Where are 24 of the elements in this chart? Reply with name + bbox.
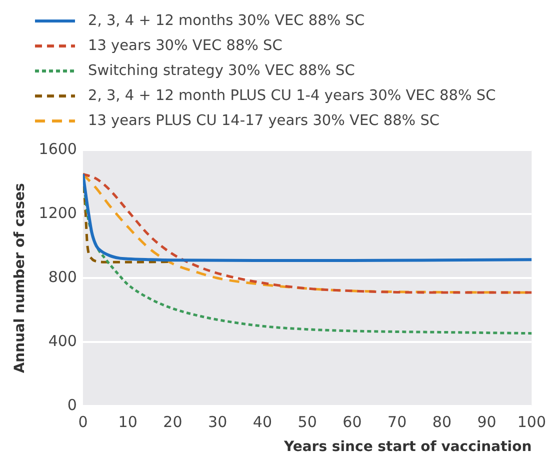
legend-label: 13 years 30% VEC 88% SC xyxy=(88,38,282,54)
line-series xyxy=(82,172,532,262)
x-tick-label: 20 xyxy=(163,413,182,432)
y-axis-title: Annual number of cases xyxy=(12,183,28,374)
x-tick-label: 40 xyxy=(252,413,272,432)
line-series xyxy=(82,172,532,294)
x-tick-label: 10 xyxy=(118,413,138,432)
x-tick-label: 100 xyxy=(517,413,546,432)
y-tick-label: 800 xyxy=(48,268,77,286)
legend-label: 13 years PLUS CU 14-17 years 30% VEC 88% SC xyxy=(88,112,440,128)
x-tick-label: 90 xyxy=(477,413,496,432)
y-tick-label: 0 xyxy=(67,396,77,414)
x-axis-title: Years since start of vaccination xyxy=(283,439,532,456)
y-tick-label: 1600 xyxy=(38,140,77,158)
legend-label: 2, 3, 4 + 12 month PLUS CU 1-4 years 30% VEC 88% SC xyxy=(88,88,496,104)
x-tick-label: 60 xyxy=(342,413,362,432)
y-tick-label: 400 xyxy=(48,332,77,350)
x-tick-label: 30 xyxy=(208,413,228,432)
legend-label: Switching strategy 30% VEC 88% SC xyxy=(88,62,355,78)
y-tick-label: 1200 xyxy=(38,204,77,222)
x-tick-label: 70 xyxy=(388,413,407,432)
x-tick-label: 80 xyxy=(432,413,452,432)
x-tick-label: 50 xyxy=(298,413,317,432)
legend-label: 2, 3, 4 + 12 months 30% VEC 88% SC xyxy=(88,12,365,28)
